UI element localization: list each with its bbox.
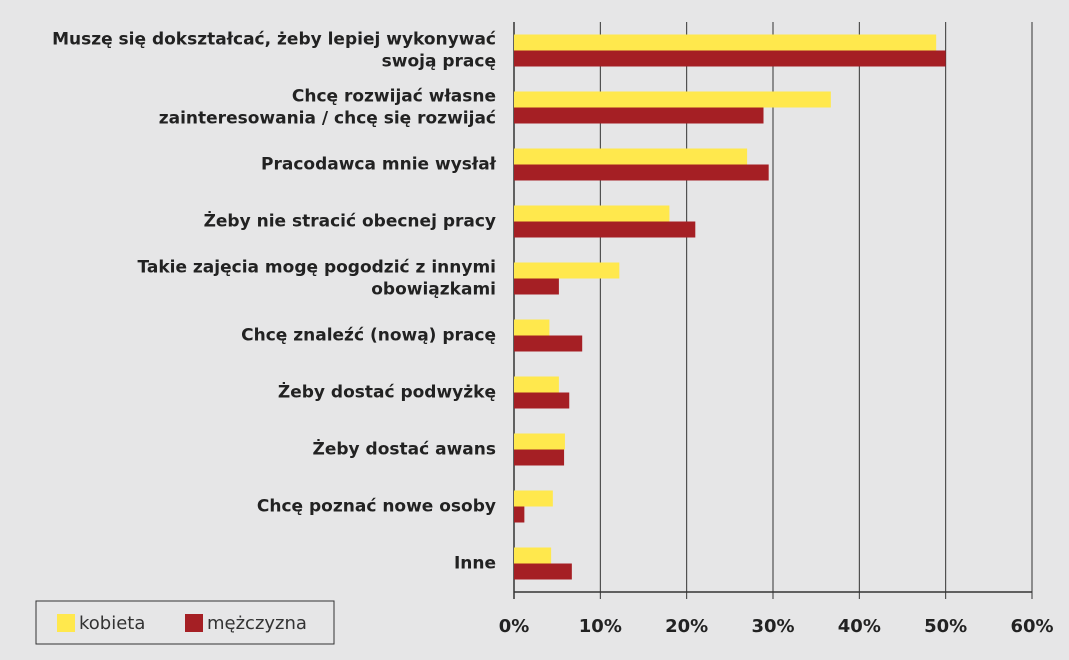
bar [514, 335, 583, 352]
x-tick-label: 60% [1010, 616, 1053, 637]
bar [514, 506, 525, 523]
bar [514, 433, 565, 450]
bar [514, 34, 937, 51]
bar [514, 449, 565, 466]
bar [514, 563, 572, 580]
bar [514, 262, 620, 279]
legend-swatch [57, 614, 75, 632]
bar [514, 278, 559, 295]
y-tick-label: Chcę znaleźć (nową) pracę [241, 326, 496, 346]
x-tick-label: 10% [579, 616, 622, 637]
y-tick-label: Pracodawca mnie wysłał [261, 155, 497, 175]
x-tick-label: 0% [499, 616, 530, 637]
x-tick-label: 40% [838, 616, 881, 637]
y-tick-label: Żeby dostać podwyżkę [278, 381, 496, 403]
bar [514, 547, 552, 564]
bar [514, 490, 553, 507]
bar [514, 205, 670, 222]
bar [514, 91, 831, 108]
bar [514, 148, 748, 165]
x-tick-label: 20% [665, 616, 708, 637]
bar [514, 376, 559, 393]
y-tick-label: Żeby nie stracić obecnej pracy [204, 210, 496, 232]
bar [514, 107, 764, 124]
y-tick-label: Muszę się dokształcać, żeby lepiej wykon… [52, 30, 496, 72]
legend-label: kobieta [79, 613, 145, 634]
bar [514, 221, 696, 238]
y-tick-label: Takie zajęcia mogę pogodzić z innymi obow… [137, 258, 496, 300]
bar [514, 164, 769, 181]
y-tick-label: Żeby dostać awans [313, 438, 496, 460]
x-tick-label: 50% [924, 616, 967, 637]
legend-label: mężczyzna [207, 613, 307, 634]
y-tick-label: Chcę rozwijać własne zainteresowania / ch… [159, 87, 496, 129]
y-tick-label: Chcę poznać nowe osoby [257, 497, 496, 517]
y-tick-label: Inne [454, 554, 496, 574]
bar [514, 50, 946, 67]
legend-swatch [185, 614, 203, 632]
bar [514, 319, 550, 336]
bar [514, 392, 570, 409]
x-tick-label: 30% [751, 616, 794, 637]
